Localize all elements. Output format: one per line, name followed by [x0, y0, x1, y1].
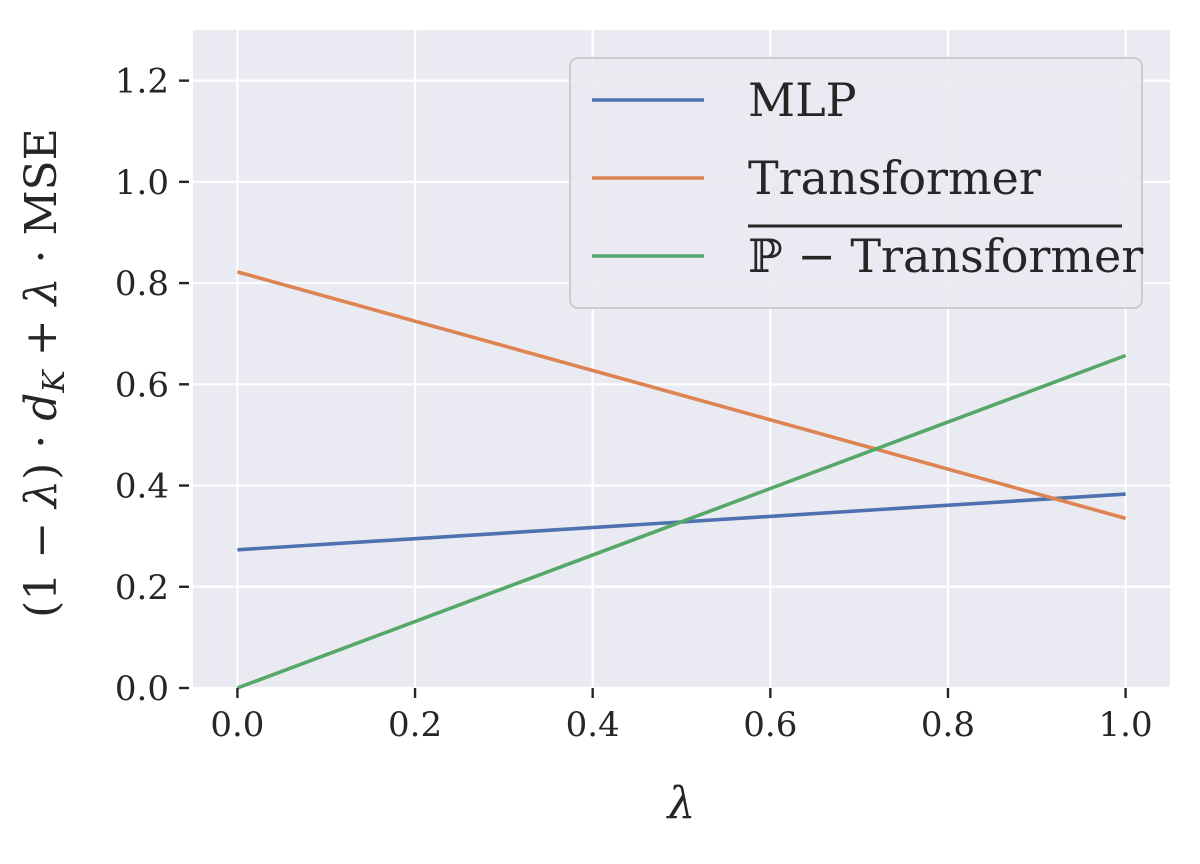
x-tick-label: 0.6	[743, 705, 797, 745]
y-axis-label-part: (1 −	[16, 508, 67, 618]
y-axis-label-part: ) ·	[16, 421, 67, 480]
y-axis-label-part: λ	[16, 277, 67, 307]
y-tick-label: 0.2	[115, 568, 169, 608]
series-line	[236, 270, 1127, 521]
y-axis-label-part: d	[16, 393, 67, 421]
y-axis-label-part: · MSE	[16, 128, 67, 277]
y-tick-label: 0.0	[115, 669, 169, 709]
legend-items: MLP Transformer ℙ − Transformer	[592, 73, 1143, 283]
y-axis-label-part: λ	[16, 480, 67, 510]
x-tick-label: 0.8	[921, 705, 975, 745]
legend-box	[569, 57, 1143, 309]
legend: MLP Transformer ℙ − Transformer	[569, 57, 1143, 309]
legend-label: ℙ − Transformer	[748, 229, 1143, 283]
y-tick-label: 1.2	[115, 62, 169, 102]
x-tick-label: 0.4	[566, 705, 620, 745]
y-tick-label: 0.8	[115, 264, 169, 304]
legend-label: Transformer	[748, 151, 1041, 205]
x-tick-label: 1.0	[1099, 705, 1153, 745]
x-axis-label: λ	[666, 778, 696, 829]
series-lines	[236, 270, 1127, 690]
x-tick-label: 0.0	[210, 705, 264, 745]
y-tick-label: 0.6	[115, 365, 169, 405]
y-axis-label: (1 − λ) · dK + λ · MSE	[16, 128, 72, 618]
y-tick-label: 0.4	[115, 467, 169, 507]
y-tick-label: 1.0	[115, 163, 169, 203]
y-axis-label-part: +	[16, 305, 67, 370]
series-line	[236, 353, 1127, 690]
legend-label: MLP	[748, 73, 857, 127]
axis-ticks: 0.0 0.2 0.4 0.6 0.8 1.0 0.0 0.2 0.4 0.6 0.8 1.0 1.2	[115, 62, 1153, 745]
y-axis-label-part: K	[37, 369, 72, 394]
x-tick-label: 0.2	[388, 705, 442, 745]
